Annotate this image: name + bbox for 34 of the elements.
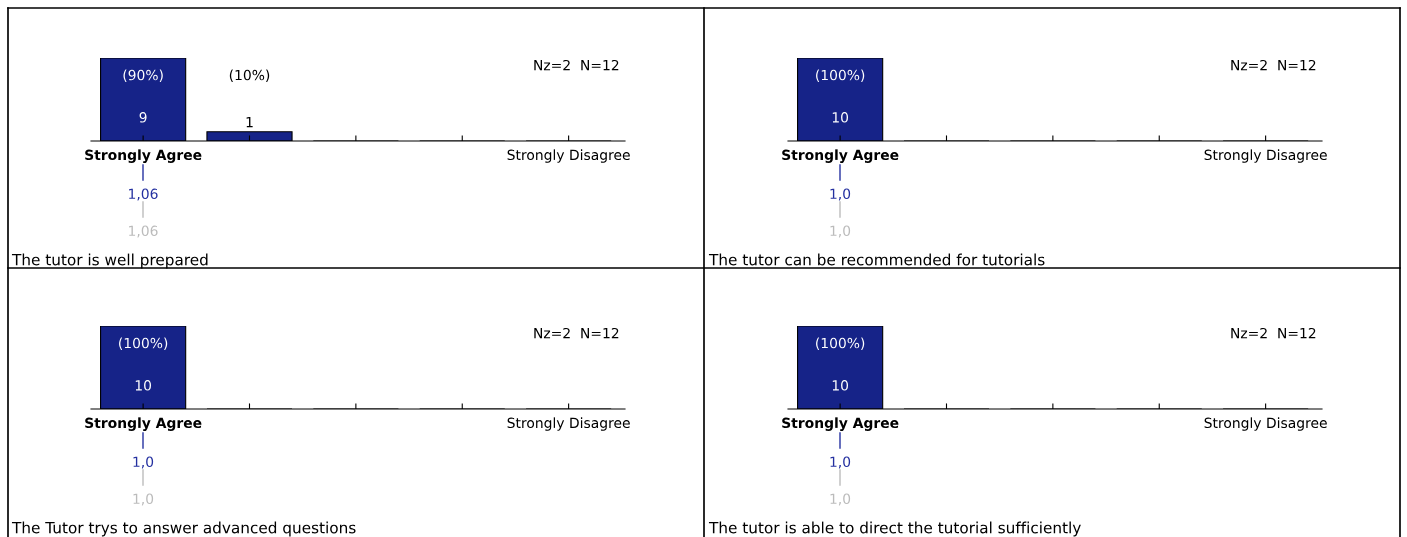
text: 1,0 bbox=[133, 456, 154, 469]
x-tick-label: Strongly Disagree bbox=[507, 149, 630, 163]
data-label: 10 bbox=[135, 380, 152, 391]
text: 1,0 bbox=[830, 493, 851, 506]
text: 1,06 bbox=[129, 225, 158, 238]
x-tick-label: Strongly Disagree bbox=[1204, 149, 1327, 163]
data-label: 10 bbox=[832, 112, 849, 123]
x-tick-label: Strongly Agree bbox=[782, 149, 899, 163]
x-tick-label: Strongly Disagree bbox=[1204, 417, 1327, 431]
data-label: 1 bbox=[246, 117, 253, 128]
annotation: (10%) bbox=[229, 69, 270, 82]
annotation: Nz=2 N=12 bbox=[534, 327, 619, 339]
text: 1,0 bbox=[830, 225, 851, 238]
annotation: Nz=2 N=12 bbox=[534, 59, 619, 71]
text: The tutor is well prepared bbox=[11, 253, 208, 269]
x-tick-label: Strongly Agree bbox=[85, 149, 202, 163]
text: 1,0 bbox=[133, 493, 154, 506]
data-label: 10 bbox=[832, 380, 849, 391]
text: 1,0 bbox=[830, 188, 851, 201]
annotation: (100%) bbox=[816, 69, 865, 82]
text: The Tutor trys to answer advanced questions bbox=[11, 521, 356, 537]
annotation: (100%) bbox=[119, 337, 168, 350]
x-tick-label: Strongly Agree bbox=[85, 417, 202, 431]
text: 1,0 bbox=[830, 456, 851, 469]
text: The tutor can be recommended for tutorials bbox=[708, 253, 1045, 266]
annotation: Nz=2 N=12 bbox=[1231, 59, 1316, 71]
text: 1,06 bbox=[129, 188, 158, 201]
annotation: (100%) bbox=[816, 337, 865, 350]
data-label: 9 bbox=[139, 112, 147, 123]
x-tick-label: Strongly Agree bbox=[782, 417, 899, 431]
annotation: Nz=2 N=12 bbox=[1231, 327, 1316, 339]
annotation: (90%) bbox=[123, 69, 163, 82]
x-tick-label: Strongly Disagree bbox=[507, 417, 630, 431]
text: The tutor is able to direct the tutorial sufficiently bbox=[708, 521, 1081, 537]
